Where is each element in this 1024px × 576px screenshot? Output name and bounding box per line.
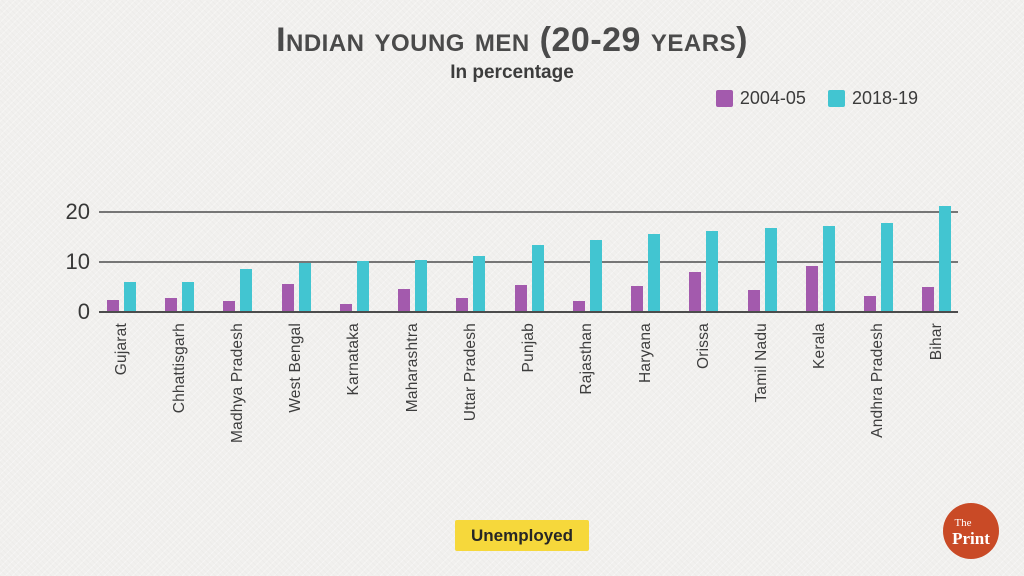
chart-subtitle: In percentage xyxy=(450,62,574,83)
bar-2004-05-orissa xyxy=(689,271,702,312)
bar-2004-05-maharashtra xyxy=(398,288,411,312)
bar-2018-19-maharashtra xyxy=(415,260,428,312)
x-axis-label: Madhya Pradesh xyxy=(228,323,246,443)
x-axis-line xyxy=(99,311,958,313)
unemployed-badge: Unemployed xyxy=(455,520,589,551)
bar-2018-19-haryana xyxy=(648,233,661,312)
y-axis-tick-20: 20 xyxy=(65,199,90,224)
bar-2004-05-tamil-nadu xyxy=(747,290,760,312)
bar-2004-05-madhya-pradesh xyxy=(223,300,236,312)
x-axis-label: Haryana xyxy=(636,323,654,383)
x-axis-label: Gujarat xyxy=(112,323,130,376)
x-axis-label: Maharashtra xyxy=(403,323,421,413)
y-axis-tick-10: 10 xyxy=(65,249,90,274)
bar-2004-05-kerala xyxy=(805,265,818,312)
bar-2018-19-gujarat xyxy=(124,282,136,312)
bar-2018-19-madhya-pradesh xyxy=(240,269,253,312)
bar-2004-05-punjab xyxy=(514,285,527,312)
x-axis-label: Bihar xyxy=(927,323,945,361)
bar-2018-19-orissa xyxy=(706,231,719,312)
bar-2018-19-chhattisgarh xyxy=(182,281,195,312)
x-axis-label: Tamil Nadu xyxy=(753,323,771,403)
y-axis-tick-0: 0 xyxy=(77,299,90,324)
x-axis-label: Orissa xyxy=(694,323,712,369)
legend-item-2004-05: 2004-05 xyxy=(715,88,806,109)
logo-text-print: Print xyxy=(952,528,990,548)
legend-label: 2018-19 xyxy=(851,88,918,108)
bar-2004-05-gujarat xyxy=(107,300,119,312)
bar-2018-19-andhra-pradesh xyxy=(880,223,893,312)
bar-2018-19-rajasthan xyxy=(589,240,602,312)
x-axis-label: Kerala xyxy=(811,323,829,370)
legend-swatch-2004-05 xyxy=(715,90,733,107)
bar-2004-05-west-bengal xyxy=(281,283,294,312)
bar-2004-05-uttar-pradesh xyxy=(456,298,469,312)
gridline-10 xyxy=(99,261,958,263)
bar-2018-19-bihar xyxy=(939,206,952,312)
bar-2004-05-haryana xyxy=(631,286,644,312)
theprint-logo: The Print xyxy=(943,503,999,559)
gridline-20 xyxy=(99,211,958,213)
x-axis-label: Andhra Pradesh xyxy=(869,323,887,438)
x-axis-label: Karnataka xyxy=(345,323,363,396)
bar-2018-19-punjab xyxy=(531,245,544,312)
x-axis-label: West Bengal xyxy=(287,323,305,413)
bar-2004-05-andhra-pradesh xyxy=(863,295,876,312)
x-axis-label: Uttar Pradesh xyxy=(461,323,479,422)
bar-2018-19-tamil-nadu xyxy=(764,228,777,312)
x-axis-label: Punjab xyxy=(520,323,538,373)
bar-2018-19-karnataka xyxy=(356,261,369,312)
legend-swatch-2018-19 xyxy=(827,90,845,107)
bar-2018-19-uttar-pradesh xyxy=(473,255,486,312)
x-axis-label: Chhattisgarh xyxy=(170,323,188,414)
chart-title: Indian young men (20-29 years) xyxy=(276,21,748,59)
x-axis-label: Rajasthan xyxy=(578,323,596,395)
bar-2004-05-chhattisgarh xyxy=(165,297,178,312)
bar-2004-05-karnataka xyxy=(339,304,352,312)
logo-text-the: The xyxy=(954,516,972,529)
legend-item-2018-19: 2018-19 xyxy=(827,88,918,109)
legend: 2004-05 2018-19 xyxy=(715,88,918,109)
bar-2004-05-rajasthan xyxy=(572,300,585,312)
bar-2018-19-west-bengal xyxy=(298,262,311,312)
legend-label: 2004-05 xyxy=(739,88,806,108)
bar-2004-05-bihar xyxy=(922,287,935,312)
bar-2018-19-kerala xyxy=(822,226,835,312)
